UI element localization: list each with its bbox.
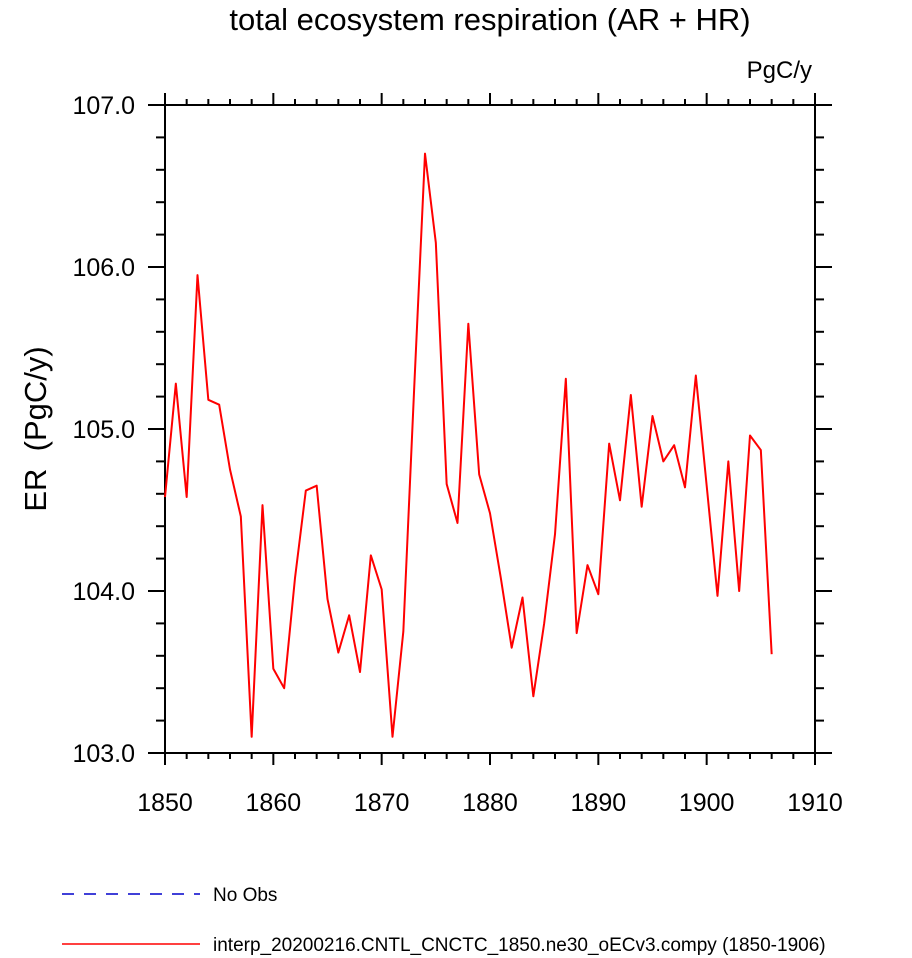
legend: No Obs interp_20200216.CNTL_CNCTC_1850.n… [62, 885, 826, 956]
plot-frame [164, 104, 816, 754]
x-tick-label: 1850 [137, 789, 193, 817]
y-tick-label: 104.0 [72, 578, 135, 606]
y-tick-label: 105.0 [72, 416, 135, 444]
tick-labels: 1850 1860 1870 1880 1890 1900 1910 103.0 104.0 10… [72, 92, 842, 817]
series-line-0 [164, 152, 773, 738]
x-tick-label: 1880 [462, 789, 518, 817]
legend-label-model: interp_20200216.CNTL_CNCTC_1850.ne30_oEC… [213, 935, 826, 956]
x-tick-label: 1890 [571, 789, 627, 817]
x-tick-label: 1860 [246, 789, 302, 817]
y-tick-label: 107.0 [72, 92, 135, 120]
y-tick-label: 106.0 [72, 254, 135, 282]
y-axis-label: ER (PgC/y) [18, 346, 53, 511]
x-tick-label: 1900 [679, 789, 735, 817]
y-tick-label: 103.0 [72, 740, 135, 768]
units-label: PgC/y [747, 57, 812, 84]
legend-label-no-obs: No Obs [213, 885, 277, 906]
series-layer [164, 152, 773, 738]
chart-title: total ecosystem respiration (AR + HR) [229, 2, 750, 37]
axis-ticks [148, 93, 832, 765]
x-tick-label: 1910 [787, 789, 843, 817]
x-tick-label: 1870 [354, 789, 410, 817]
